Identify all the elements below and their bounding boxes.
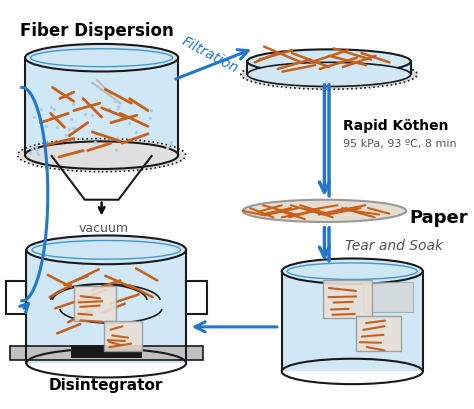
Text: Paper: Paper <box>410 209 468 227</box>
Ellipse shape <box>18 139 186 172</box>
Ellipse shape <box>241 61 417 90</box>
Text: 95 kPa, 93 ºC, 8 min: 95 kPa, 93 ºC, 8 min <box>343 139 456 149</box>
Text: Fiber Dispersion: Fiber Dispersion <box>20 22 174 40</box>
Text: Tear and Soak: Tear and Soak <box>345 238 443 253</box>
Polygon shape <box>356 316 401 351</box>
Text: Rapid Köthen: Rapid Köthen <box>343 118 448 132</box>
Ellipse shape <box>27 236 186 265</box>
Polygon shape <box>27 250 186 363</box>
Polygon shape <box>104 321 142 351</box>
Polygon shape <box>74 286 116 321</box>
Polygon shape <box>247 62 410 75</box>
Polygon shape <box>323 281 372 318</box>
Polygon shape <box>10 346 203 360</box>
Text: Disintegrator: Disintegrator <box>49 377 164 392</box>
Ellipse shape <box>243 200 406 222</box>
Ellipse shape <box>282 259 423 284</box>
Polygon shape <box>6 281 27 315</box>
Ellipse shape <box>25 45 178 72</box>
Ellipse shape <box>247 63 410 87</box>
Text: Filtration: Filtration <box>180 34 241 76</box>
Polygon shape <box>71 345 142 357</box>
Polygon shape <box>364 283 412 312</box>
Ellipse shape <box>247 50 410 74</box>
Polygon shape <box>282 272 423 371</box>
Polygon shape <box>25 58 178 156</box>
Polygon shape <box>186 281 207 315</box>
Text: vacuum: vacuum <box>79 222 128 234</box>
